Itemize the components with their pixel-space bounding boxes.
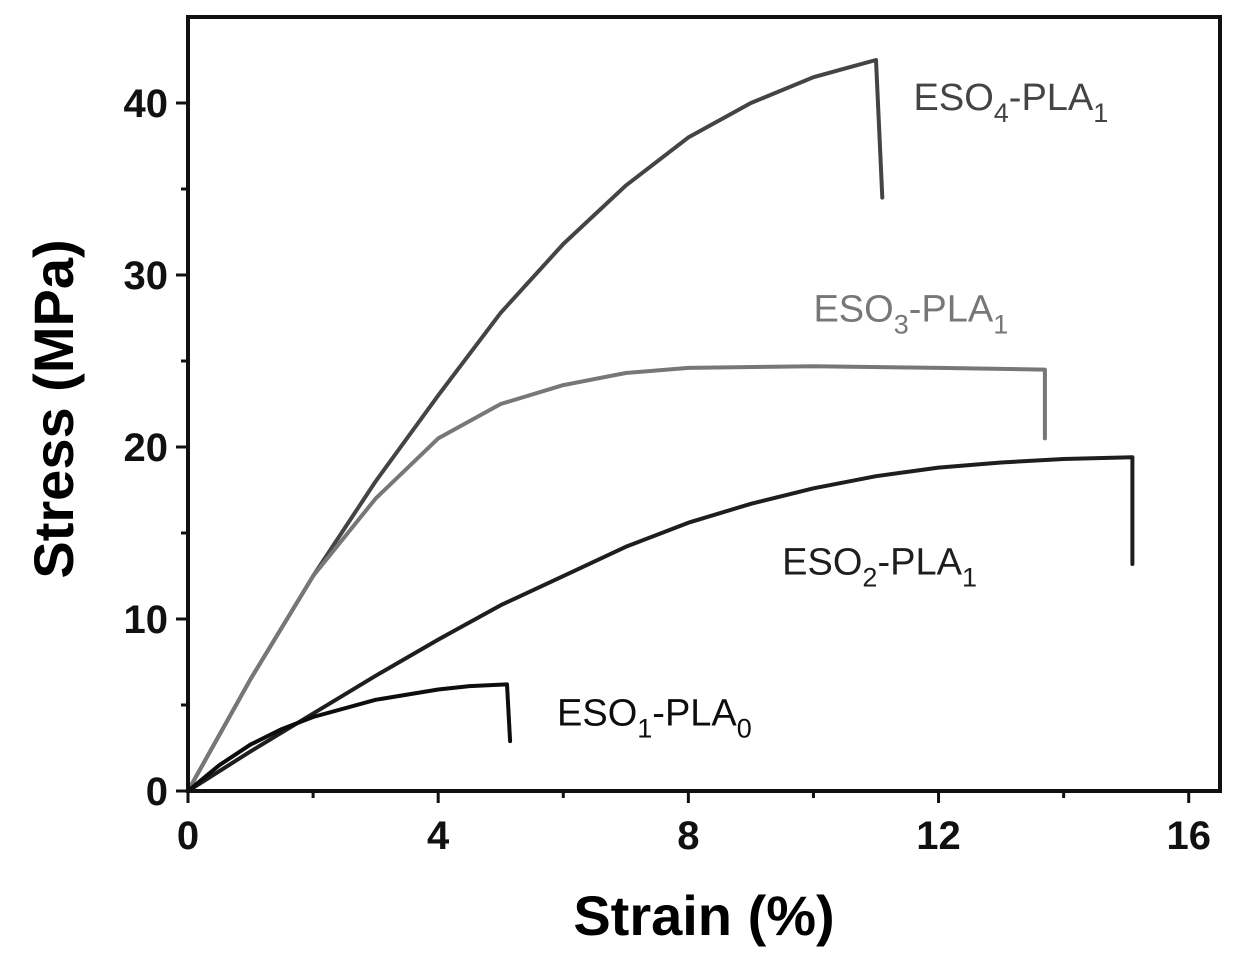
x-tick-label: 4 — [427, 814, 450, 858]
x-tick-label: 16 — [1166, 814, 1211, 858]
series-line-1 — [186, 58, 885, 793]
x-tick-label: 12 — [916, 814, 961, 858]
y-tick-label: 20 — [124, 426, 169, 470]
series-layer — [186, 58, 1135, 793]
y-tick-label: 10 — [124, 598, 169, 642]
x-tick-label: 0 — [177, 814, 199, 858]
plot-frame — [186, 15, 1222, 793]
y-tick-label: 40 — [124, 82, 169, 126]
series-label-layer: ESO4-PLA1 ESO3-PLA1 ESO2-PLA1 ESO1-PLA0 — [557, 77, 1108, 744]
series-label-4: ESO1-PLA0 — [557, 693, 752, 744]
series-label-3: ESO2-PLA1 — [782, 541, 977, 592]
y-tick-label: 30 — [124, 254, 169, 298]
x-axis-title: Strain (%) — [573, 884, 834, 947]
y-tick-label: 0 — [146, 770, 168, 814]
tick-layer: 0 4 8 12 16 0 10 20 30 40 — [124, 82, 1211, 858]
series-label-1: ESO4-PLA1 — [914, 77, 1109, 128]
y-axis-title: Stress (MPa) — [22, 239, 85, 578]
series-line-4 — [186, 682, 513, 793]
series-line-3 — [186, 455, 1135, 793]
series-label-2: ESO3-PLA1 — [813, 288, 1008, 339]
x-tick-label: 8 — [677, 814, 699, 858]
series-line-2 — [186, 364, 1047, 793]
